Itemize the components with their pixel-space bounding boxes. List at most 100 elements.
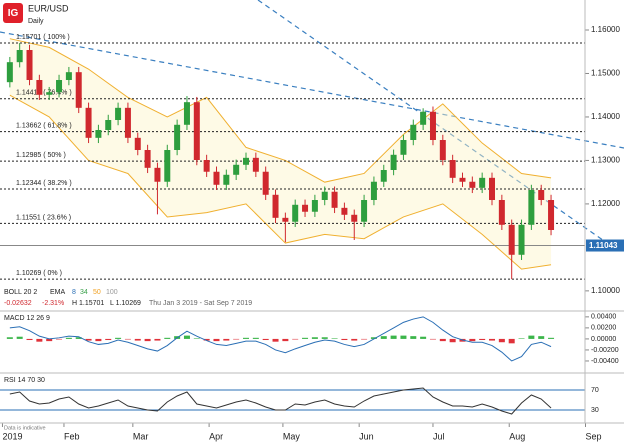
- x-tick-label: Aug: [509, 431, 525, 441]
- fib-label: 1.11551 ( 23.6% ): [16, 214, 71, 221]
- plot-layer: 1.16000 1.15000 1.14000 1.13000 1.12000 1.100…: [0, 25, 624, 441]
- candle-body: [46, 92, 53, 95]
- y-tick-label: 1.13000: [591, 156, 620, 165]
- y-tick-label: 1.15000: [591, 69, 620, 78]
- histogram-bar: [420, 336, 427, 339]
- candle-body: [233, 164, 240, 175]
- high-text: H 1.15701: [72, 300, 104, 307]
- candle-body: [370, 181, 377, 200]
- candle-body: [223, 174, 230, 185]
- histogram-bar: [449, 338, 456, 343]
- fib-label: 1.13662 ( 61.8% ): [16, 122, 72, 129]
- histogram-bar: [223, 338, 230, 341]
- histogram-bar: [469, 338, 476, 342]
- histogram-bar: [16, 336, 23, 339]
- candle-body: [538, 190, 545, 200]
- x-tick-label: 2019: [2, 431, 22, 441]
- candle-body: [36, 80, 43, 95]
- indicator-label: BOLL 20 2: [4, 289, 37, 296]
- candle-body: [489, 177, 496, 200]
- histogram-bar: [65, 337, 72, 339]
- histogram-bar: [548, 337, 555, 339]
- histogram-bar: [193, 338, 200, 339]
- y-tick-label: -0.00200: [591, 347, 619, 354]
- histogram-bar: [134, 338, 141, 341]
- histogram-bar: [302, 337, 309, 339]
- y-tick-label: 30: [591, 407, 599, 414]
- band-fill: [9, 38, 552, 270]
- y-tick-label: 0.00200: [591, 325, 616, 332]
- candle-body: [449, 160, 456, 178]
- rsi-line: [9, 387, 552, 415]
- histogram-bar: [252, 337, 259, 339]
- x-tick-label: Apr: [209, 431, 223, 441]
- histogram-bar: [282, 338, 289, 342]
- candle-body: [213, 171, 220, 185]
- candle-body: [105, 120, 112, 130]
- candle-body: [134, 137, 141, 150]
- candle-body: [321, 191, 328, 200]
- y-tick-label: 1.16000: [591, 25, 620, 34]
- band-line: [9, 38, 552, 183]
- candle-body: [518, 224, 525, 255]
- y-tick-label: 0.00000: [591, 336, 616, 343]
- candle-body: [144, 150, 151, 168]
- histogram-bar: [262, 338, 269, 341]
- x-tick-label: May: [283, 431, 301, 441]
- candle-body: [65, 72, 72, 80]
- x-tick-label: Mar: [133, 431, 149, 441]
- last-price-box: [586, 239, 624, 252]
- y-tick-label: 1.14000: [591, 112, 620, 121]
- candle-body: [380, 170, 387, 182]
- candle-body: [292, 204, 299, 222]
- ema-period: 8: [72, 289, 76, 296]
- histogram-bar: [341, 338, 348, 341]
- fib-label: 1.15701 ( 100% ): [16, 34, 70, 41]
- candle-body: [272, 194, 279, 218]
- y-tick-label: 70: [591, 387, 599, 394]
- histogram-bar: [479, 338, 486, 341]
- histogram-bar: [183, 335, 190, 339]
- date-range: Thu Jan 3 2019 - Sat Sep 7 2019: [149, 300, 252, 307]
- indicator-label: MACD 12 26 9: [4, 315, 50, 322]
- histogram-bar: [6, 337, 13, 339]
- ema-period: 34: [80, 289, 88, 296]
- logo-text: IG: [8, 8, 19, 19]
- candle-body: [164, 150, 171, 182]
- histogram-bar: [311, 337, 318, 339]
- histogram-bar: [390, 335, 397, 339]
- histogram-bar: [351, 338, 358, 341]
- histogram-bar: [154, 338, 161, 341]
- histogram-bar: [292, 338, 299, 340]
- histogram-bar: [115, 337, 122, 339]
- ema-period: 50: [93, 289, 101, 296]
- histogram-bar: [95, 338, 102, 342]
- histogram-bar: [243, 337, 250, 339]
- histogram-bar: [321, 337, 328, 339]
- chart-subtitle: Daily: [28, 18, 44, 25]
- candle-body: [193, 102, 200, 160]
- candle-body: [243, 157, 250, 165]
- histogram-bar: [36, 338, 43, 342]
- candle-body: [262, 171, 269, 195]
- candle-body: [203, 160, 210, 172]
- histogram-bar: [439, 338, 446, 342]
- trend-line: [0, 31, 624, 149]
- x-tick-label: Feb: [64, 431, 80, 441]
- y-tick-label: -0.00400: [591, 358, 619, 365]
- chart-title: EUR/USD: [28, 3, 69, 13]
- histogram-bar: [380, 336, 387, 339]
- histogram-bar: [370, 337, 377, 339]
- x-tick-label: Jul: [433, 431, 445, 441]
- histogram-bar: [124, 338, 131, 340]
- macd-line: [9, 316, 552, 362]
- candle-body: [459, 177, 466, 182]
- change-pct: -2.31%: [42, 300, 64, 307]
- candle-body: [174, 124, 181, 150]
- candle-body: [498, 200, 505, 225]
- histogram-bar: [26, 338, 33, 341]
- fib-label: 1.12344 ( 38.2% ): [16, 180, 72, 187]
- candle-body: [252, 157, 259, 172]
- histogram-bar: [331, 338, 338, 339]
